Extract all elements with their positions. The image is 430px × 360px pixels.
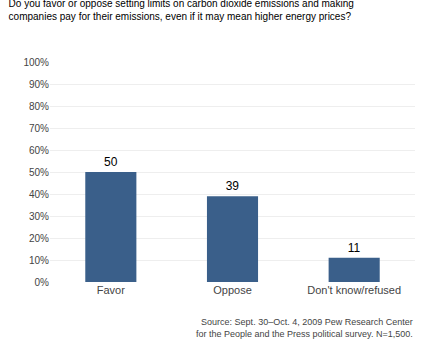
svg-text:60%: 60% [29,145,49,156]
svg-text:Do you favor or oppose setting: Do you favor or oppose setting limits on… [9,0,354,22]
svg-text:Source: Sept. 30–Oct. 4, 2009: Source: Sept. 30–Oct. 4, 2009 Pew Resear… [196,317,413,339]
svg-text:40%: 40% [29,189,49,200]
svg-text:100%: 100% [23,57,49,68]
svg-text:0%: 0% [35,277,50,288]
svg-text:90%: 90% [29,79,49,90]
svg-text:80%: 80% [29,101,49,112]
svg-text:70%: 70% [29,123,49,134]
svg-text:10%: 10% [29,255,49,266]
svg-text:Don't know/refused: Don't know/refused [307,284,401,296]
svg-text:50%: 50% [29,167,49,178]
svg-text:39: 39 [226,179,240,193]
svg-text:30%: 30% [29,211,49,222]
svg-text:11: 11 [348,241,361,255]
svg-text:Favor: Favor [97,284,125,296]
svg-text:20%: 20% [29,233,49,244]
svg-text:Oppose: Oppose [213,284,252,296]
svg-text:50: 50 [104,155,118,169]
